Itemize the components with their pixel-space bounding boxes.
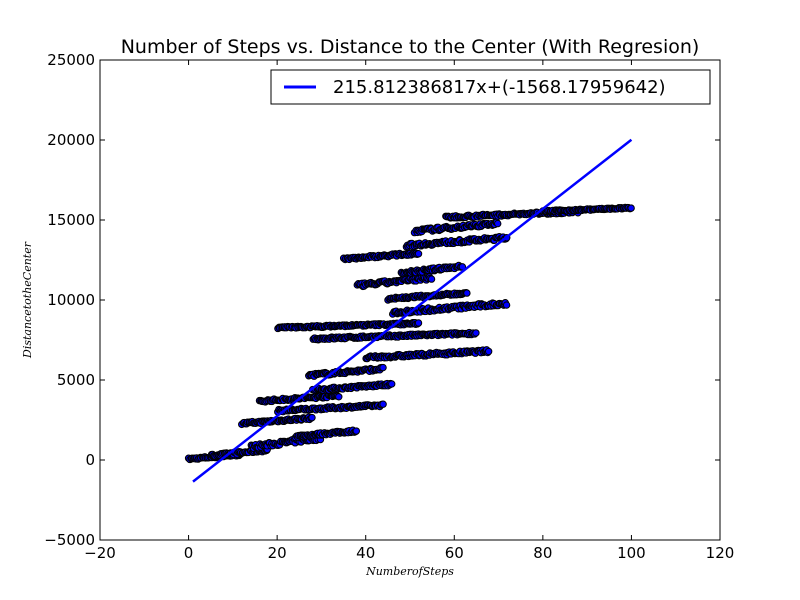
scatter-point: [494, 219, 502, 228]
y-tick-label: 0: [85, 451, 95, 469]
y-tick-label: 10000: [47, 291, 95, 309]
y-tick-label: 20000: [47, 131, 95, 149]
regression-layer: [192, 138, 633, 483]
x-tick-label: 80: [533, 544, 552, 562]
scatter-point: [379, 400, 387, 408]
x-axis: −20 0 20 40 60 80 100 120: [84, 60, 734, 562]
x-tick-label: 20: [268, 544, 287, 562]
legend-entry-label: 215.812386817x+(-1568.17959642): [333, 77, 666, 98]
scatter-point: [335, 393, 343, 401]
chart-title: Number of Steps vs. Distance to the Cent…: [121, 36, 700, 58]
scatter-point: [414, 250, 423, 258]
y-axis: −5000 0 5000 10000 15000 20000 25000: [44, 51, 720, 549]
x-tick-label: 120: [706, 544, 735, 562]
regression-line: [192, 138, 633, 483]
y-tick-label: −5000: [44, 531, 95, 549]
scatter-point: [463, 289, 471, 297]
scatter-point: [414, 319, 423, 327]
x-tick-label: 40: [356, 544, 375, 562]
legend: 215.812386817x+(-1568.17959642): [270, 69, 711, 105]
x-axis-label: NumberofSteps: [365, 565, 454, 578]
y-tick-label: 5000: [57, 371, 95, 389]
scatter-point: [484, 347, 493, 356]
scatter-point: [379, 363, 387, 372]
scatter-point: [427, 275, 436, 283]
scatter-point: [472, 329, 480, 337]
plot-area: [99, 59, 721, 541]
scatter-points: [184, 203, 635, 464]
x-tick-label: 0: [184, 544, 194, 562]
scatter-point: [627, 204, 635, 212]
scatter-point: [388, 380, 396, 388]
legend-box: [270, 69, 711, 105]
y-tick-label: 25000: [47, 51, 95, 69]
y-tick-label: 15000: [47, 211, 95, 229]
x-tick-label: −20: [84, 544, 116, 562]
scatter-point: [308, 413, 316, 422]
scatter-point: [502, 301, 511, 309]
x-tick-label: 60: [445, 544, 464, 562]
x-tick-label: 100: [617, 544, 646, 562]
scatter-point: [352, 427, 361, 435]
y-axis-label: DistancetotheCenter: [21, 241, 34, 359]
